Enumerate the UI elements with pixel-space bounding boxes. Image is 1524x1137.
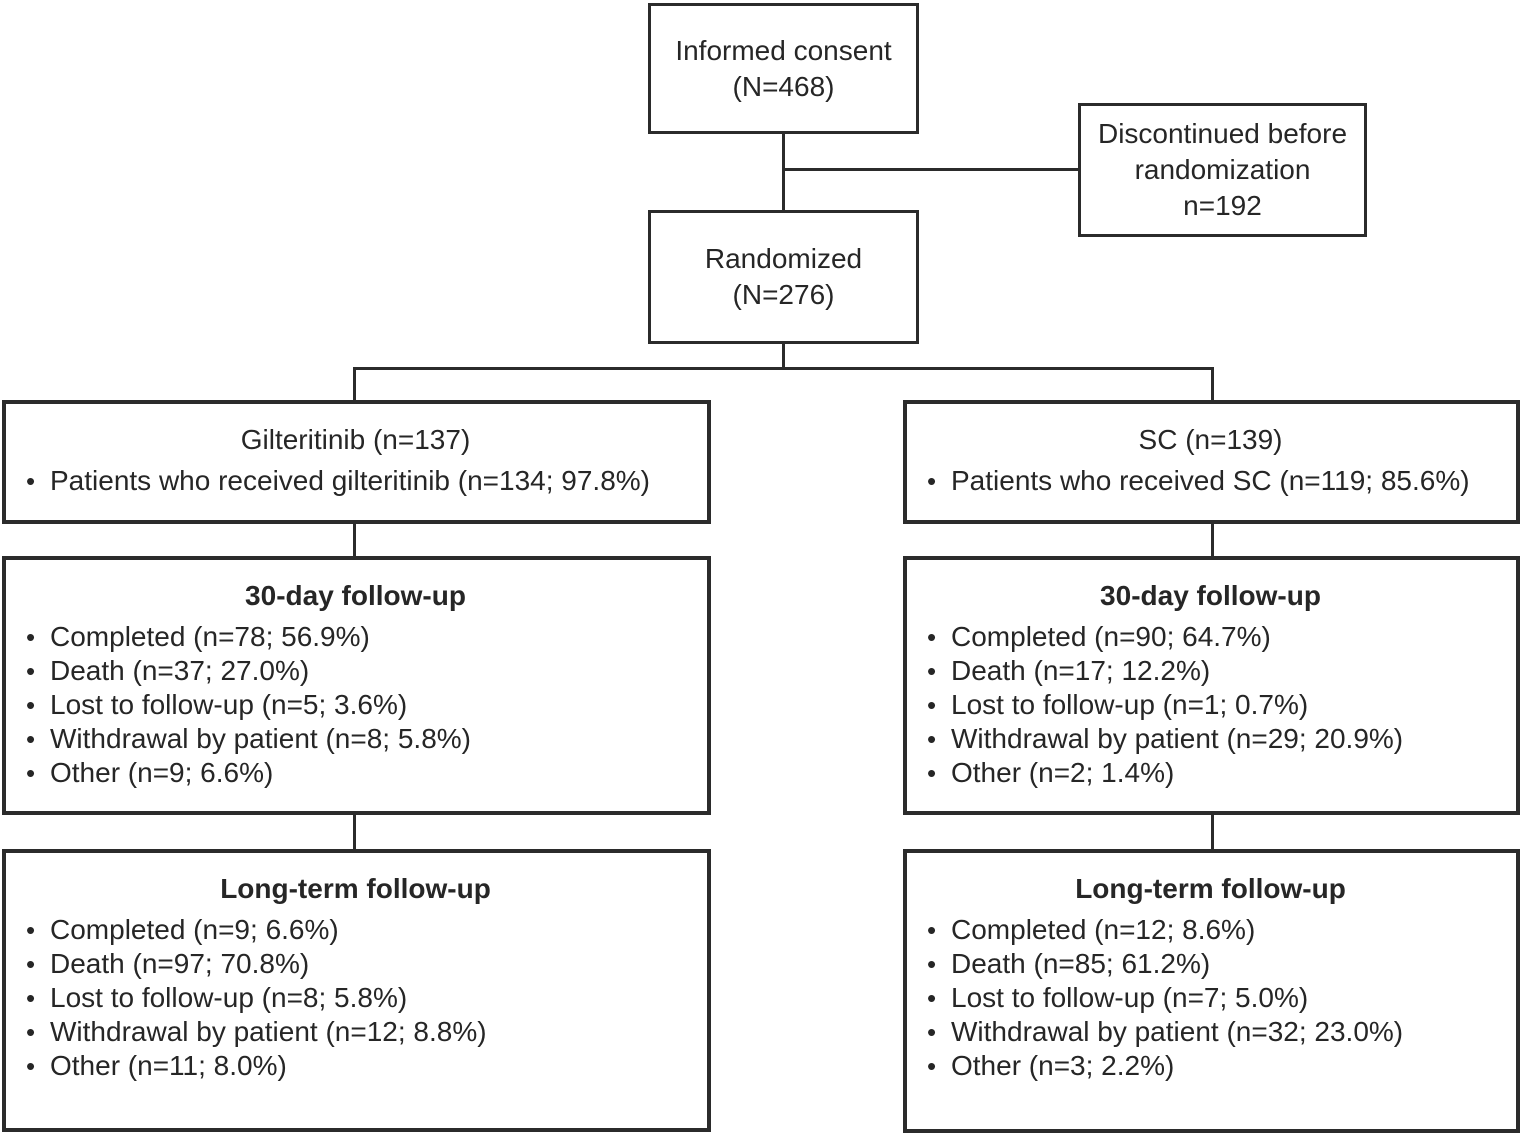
bullet-icon: • xyxy=(26,1017,36,1047)
sc-arm-title: SC (n=139) xyxy=(1138,424,1283,455)
discontinued-line3: n=192 xyxy=(1183,190,1262,221)
list-item-text: Other (n=11; 8.0%) xyxy=(50,1050,287,1081)
list-item: • Death (n=37; 27.0%) xyxy=(22,654,689,688)
left-30day-title: 30-day follow-up xyxy=(245,580,466,611)
list-item: • Lost to follow-up (n=5; 3.6%) xyxy=(22,688,689,722)
connector-branch-horizontal xyxy=(353,367,1214,370)
right-30day-title: 30-day follow-up xyxy=(1100,580,1321,611)
bullet-icon: • xyxy=(927,690,937,720)
list-item-text: Death (n=37; 27.0%) xyxy=(50,655,310,686)
list-item-text: Other (n=9; 6.6%) xyxy=(50,757,274,788)
bullet-icon: • xyxy=(927,758,937,788)
list-item-text: Completed (n=78; 56.9%) xyxy=(50,621,370,652)
list-item: • Other (n=9; 6.6%) xyxy=(22,756,689,790)
connector-to-discontinued xyxy=(782,168,1078,171)
discontinued-line1: Discontinued before xyxy=(1097,118,1348,149)
list-item: • Lost to follow-up (n=7; 5.0%) xyxy=(923,981,1498,1015)
randomized-line2: (N=276) xyxy=(732,279,835,310)
informed-consent-line1: Informed consent xyxy=(675,34,892,66)
bullet-icon: • xyxy=(927,724,937,754)
gilteritinib-arm-title: Gilteritinib (n=137) xyxy=(240,424,471,455)
list-item-text: Withdrawal by patient (n=29; 20.9%) xyxy=(951,723,1404,754)
bullet-icon: • xyxy=(927,656,937,686)
list-item-text: Lost to follow-up (n=5; 3.6%) xyxy=(50,689,408,720)
list-item-text: Withdrawal by patient (n=8; 5.8%) xyxy=(50,723,471,754)
right-longterm-title: Long-term follow-up xyxy=(1075,873,1346,904)
discontinued-box: Discontinued before randomization n=192 xyxy=(1078,103,1367,237)
list-item: • Completed (n=78; 56.9%) xyxy=(22,620,689,654)
bullet-icon: • xyxy=(26,915,36,945)
list-item-text: Withdrawal by patient (n=12; 8.8%) xyxy=(50,1016,487,1047)
list-item-text: Other (n=3; 2.2%) xyxy=(951,1050,1175,1081)
list-item-text: Lost to follow-up (n=1; 0.7%) xyxy=(951,689,1309,720)
bullet-icon: • xyxy=(927,622,937,652)
list-item: • Other (n=2; 1.4%) xyxy=(923,756,1498,790)
list-item-text: Death (n=85; 61.2%) xyxy=(951,948,1211,979)
gilteritinib-arm-box: Gilteritinib (n=137) • Patients who rece… xyxy=(2,400,711,524)
sc-arm-box: SC (n=139) • Patients who received SC (n… xyxy=(903,400,1520,524)
bullet-icon: • xyxy=(927,466,937,496)
connector-left30day-to-longterm xyxy=(353,815,356,849)
list-item-text: Patients who received SC (n=119; 85.6%) xyxy=(951,465,1470,496)
bullet-icon: • xyxy=(927,1017,937,1047)
connector-drop-left-arm xyxy=(353,367,356,400)
randomized-box: Randomized (N=276) xyxy=(648,210,919,344)
informed-consent-line2: (N=468) xyxy=(732,70,835,102)
list-item: • Withdrawal by patient (n=8; 5.8%) xyxy=(22,722,689,756)
list-item: • Death (n=85; 61.2%) xyxy=(923,947,1498,981)
list-item-text: Completed (n=90; 64.7%) xyxy=(951,621,1271,652)
list-item: • Completed (n=90; 64.7%) xyxy=(923,620,1498,654)
list-item-text: Death (n=97; 70.8%) xyxy=(50,948,310,979)
list-item: • Death (n=17; 12.2%) xyxy=(923,654,1498,688)
bullet-icon: • xyxy=(927,983,937,1013)
right-30day-followup-box: 30-day follow-up • Completed (n=90; 64.7… xyxy=(903,556,1520,815)
bullet-icon: • xyxy=(26,690,36,720)
list-item-text: Completed (n=9; 6.6%) xyxy=(50,914,339,945)
list-item-text: Death (n=17; 12.2%) xyxy=(951,655,1211,686)
list-item: • Patients who received SC (n=119; 85.6%… xyxy=(923,464,1498,498)
list-item-text: Lost to follow-up (n=8; 5.8%) xyxy=(50,982,408,1013)
connector-informed-to-randomized xyxy=(782,134,785,210)
bullet-icon: • xyxy=(927,915,937,945)
list-item: • Other (n=3; 2.2%) xyxy=(923,1049,1498,1083)
connector-drop-right-arm xyxy=(1211,367,1214,400)
randomized-line1: Randomized xyxy=(704,243,863,274)
list-item: • Completed (n=12; 8.6%) xyxy=(923,913,1498,947)
list-item: • Lost to follow-up (n=1; 0.7%) xyxy=(923,688,1498,722)
connector-randomized-stem xyxy=(782,344,785,368)
list-item-text: Other (n=2; 1.4%) xyxy=(951,757,1175,788)
left-longterm-followup-box: Long-term follow-up • Completed (n=9; 6.… xyxy=(2,849,711,1132)
list-item-text: Lost to follow-up (n=7; 5.0%) xyxy=(951,982,1309,1013)
list-item: • Withdrawal by patient (n=29; 20.9%) xyxy=(923,722,1498,756)
informed-consent-box: Informed consent (N=468) xyxy=(648,3,919,134)
bullet-icon: • xyxy=(26,466,36,496)
bullet-icon: • xyxy=(927,949,937,979)
connector-right30day-to-longterm xyxy=(1211,815,1214,849)
list-item: • Completed (n=9; 6.6%) xyxy=(22,913,689,947)
list-item: • Death (n=97; 70.8%) xyxy=(22,947,689,981)
discontinued-line2: randomization xyxy=(1134,154,1311,185)
list-item: • Lost to follow-up (n=8; 5.8%) xyxy=(22,981,689,1015)
list-item-text: Withdrawal by patient (n=32; 23.0%) xyxy=(951,1016,1404,1047)
list-item: • Patients who received gilteritinib (n=… xyxy=(22,464,689,498)
right-longterm-followup-box: Long-term follow-up • Completed (n=12; 8… xyxy=(903,849,1520,1133)
list-item-text: Patients who received gilteritinib (n=13… xyxy=(50,465,651,496)
bullet-icon: • xyxy=(927,1051,937,1081)
connector-rightarm-to-30day xyxy=(1211,524,1214,556)
left-30day-followup-box: 30-day follow-up • Completed (n=78; 56.9… xyxy=(2,556,711,815)
list-item-text: Completed (n=12; 8.6%) xyxy=(951,914,1256,945)
list-item: • Withdrawal by patient (n=32; 23.0%) xyxy=(923,1015,1498,1049)
bullet-icon: • xyxy=(26,983,36,1013)
bullet-icon: • xyxy=(26,949,36,979)
bullet-icon: • xyxy=(26,724,36,754)
bullet-icon: • xyxy=(26,758,36,788)
left-longterm-title: Long-term follow-up xyxy=(220,873,491,904)
bullet-icon: • xyxy=(26,656,36,686)
connector-leftarm-to-30day xyxy=(353,524,356,556)
list-item: • Other (n=11; 8.0%) xyxy=(22,1049,689,1083)
bullet-icon: • xyxy=(26,1051,36,1081)
list-item: • Withdrawal by patient (n=12; 8.8%) xyxy=(22,1015,689,1049)
bullet-icon: • xyxy=(26,622,36,652)
